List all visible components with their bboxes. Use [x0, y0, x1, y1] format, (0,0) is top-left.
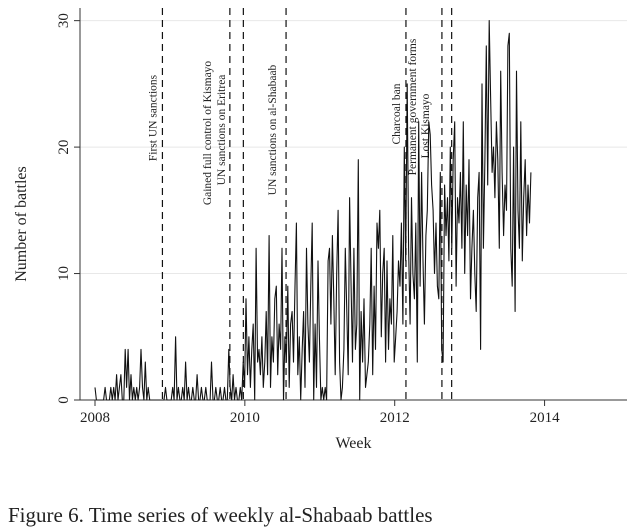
series-layer — [94, 20, 532, 401]
y-tick-label: 20 — [56, 140, 72, 155]
y-tick-label: 10 — [56, 266, 72, 281]
event-label: First UN sanctions — [147, 74, 159, 161]
event-label: UN sanctions on Eritrea — [216, 75, 228, 186]
x-axis-title: Week — [335, 435, 371, 452]
y-axis-title: Number of battles — [13, 166, 30, 282]
event-label: UN sanctions on al-Shabaab — [267, 64, 279, 195]
event-label: Gained full control of Kismayo — [202, 61, 214, 206]
x-tick-label: 2010 — [230, 410, 260, 426]
chart: 0 10 20 30 2008 2010 2012 2014 First UN sanctio… — [13, 8, 627, 452]
series-line — [94, 20, 532, 401]
event-label: Charcoal ban — [391, 83, 403, 144]
grid-layer — [80, 20, 627, 401]
figure-caption: Figure 6. Time series of weekly al-Shaba… — [8, 503, 433, 527]
x-tick-label: 2012 — [380, 410, 410, 426]
event-label: Permanent government forms — [407, 38, 419, 175]
y-tick-label: 30 — [56, 13, 72, 28]
y-tick-label: 0 — [56, 396, 72, 404]
x-tick-label: 2008 — [80, 410, 110, 426]
x-tick-label: 2014 — [530, 410, 561, 426]
